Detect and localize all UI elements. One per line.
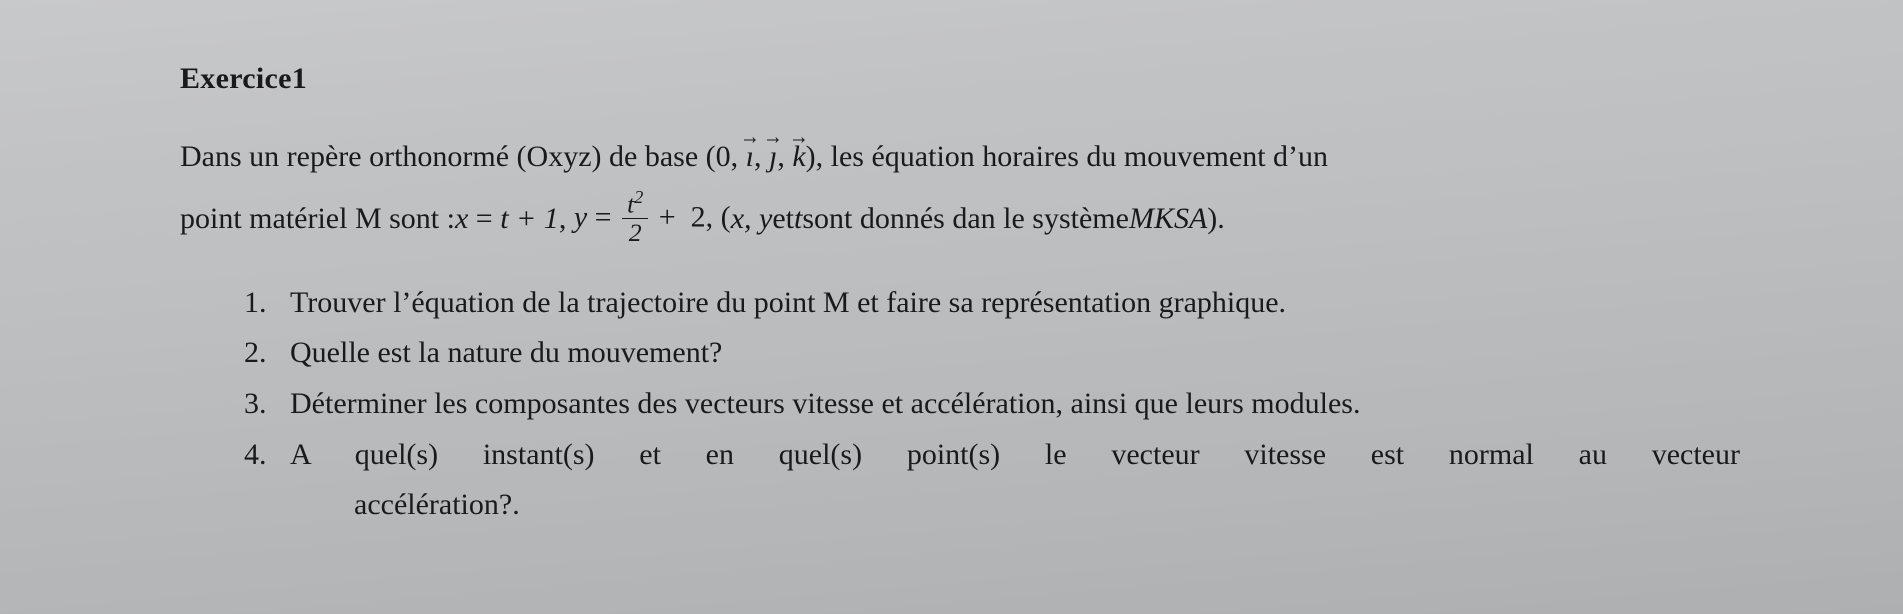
vars-and: et [772,194,794,244]
system-name: MKSA [1129,194,1207,244]
question-item-1: 1. Trouver l’équation de la trajectoire … [244,279,1740,328]
question-item-4-continuation: accélération?. [244,481,1740,530]
item-number: 4. [244,431,290,480]
item-text: Trouver l’équation de la trajectoire du … [290,279,1740,328]
item-text: Quelle est la nature du mouvement? [290,329,1740,378]
eq-y-lhs: y [574,200,587,233]
eq-y-tail: + 2, ( [659,200,731,233]
line2-end: ). [1207,194,1225,244]
eq-x: x = t + 1, [455,194,574,244]
intro-text-pre: Dans un repère orthonormé (Oxyz) de base [180,140,698,173]
intro-paragraph: Dans un repère orthonormé (Oxyz) de base… [180,132,1740,182]
line2-pre: point matériel M sont : [180,194,455,244]
vector-k: k [792,132,805,182]
eq-x-lhs: x [455,202,468,235]
question-list: 1. Trouver l’équation de la trajectoire … [180,279,1740,530]
item-text: A quel(s) instant(s) et en quel(s) point… [290,431,1740,480]
frac-num-exp: 2 [634,187,643,207]
vector-i: ı [746,132,754,182]
question-item-2: 2. Quelle est la nature du mouvement? [244,329,1740,378]
frac-den: 2 [622,219,648,246]
intro-text-post: , les équation horaires du mouvement d’u… [816,140,1328,173]
basis-expression: (0, ı, ȷ, k) [706,140,816,173]
question-item-4: 4. A quel(s) instant(s) et en quel(s) po… [244,431,1740,480]
item-number: 1. [244,279,290,328]
vars-tail: sont donnés dan le système [802,194,1129,244]
item-text: Déterminer les composantes des vecteurs … [290,380,1740,429]
exercise-document: Exercice1 Dans un repère orthonormé (Oxy… [180,62,1740,530]
item-number: 3. [244,380,290,429]
intro-paragraph-line2: point matériel M sont : x = t + 1, y = t… [180,190,1740,249]
item-number: 2. [244,329,290,378]
eq-x-rhs: t + 1 [500,202,559,235]
question-item-3: 3. Déterminer les composantes des vecteu… [244,380,1740,429]
vars-t: t [794,194,802,244]
vector-j: ȷ [769,132,777,182]
exercise-title: Exercice1 [180,62,1740,96]
eq-y: y = t2 2 + 2, ( [574,190,731,249]
fraction-t2-over-2: t2 2 [622,188,648,247]
vars-xy: x, y [731,194,773,244]
